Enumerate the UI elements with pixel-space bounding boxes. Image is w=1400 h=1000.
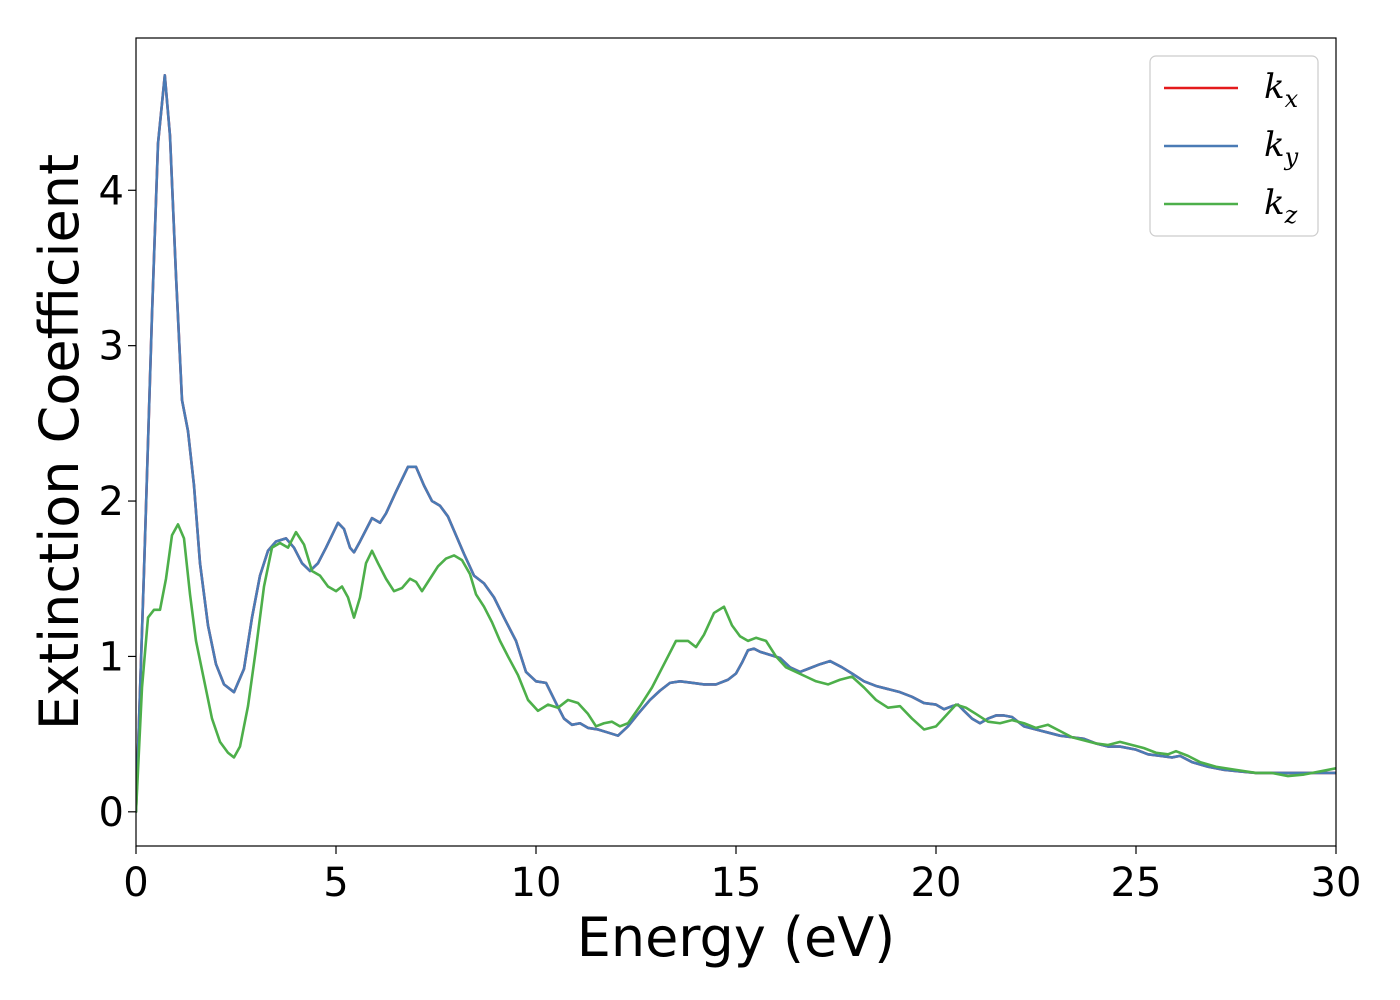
y-tick-label: 3 — [99, 324, 124, 370]
legend: kx ky kz — [1149, 55, 1319, 237]
plot-area — [135, 37, 1337, 847]
x-axis-label: Energy (eV) — [577, 906, 896, 969]
y-tick-label: 0 — [99, 790, 124, 836]
legend-label-x: kx — [1264, 67, 1299, 113]
x-tick-label: 25 — [1111, 860, 1162, 906]
y-tick-label: 1 — [99, 634, 124, 680]
x-tick-label: 0 — [123, 860, 148, 906]
y-axis-ticks: 0 1 2 3 4 — [99, 168, 136, 836]
x-tick-label: 15 — [711, 860, 762, 906]
x-tick-label: 5 — [323, 860, 348, 906]
x-tick-label: 30 — [1311, 860, 1362, 906]
legend-label-y: ky — [1264, 125, 1299, 171]
series-layer — [136, 73, 1336, 814]
y-tick-label: 4 — [99, 168, 124, 214]
series-line-z — [136, 523, 1336, 814]
x-tick-label: 10 — [511, 860, 562, 906]
legend-label-z: kz — [1264, 183, 1298, 229]
x-tick-label: 20 — [911, 860, 962, 906]
y-tick-label: 2 — [99, 479, 124, 525]
x-axis-ticks: 0 5 10 15 20 25 30 — [123, 846, 1361, 906]
y-axis-label: Extinction Coefficient — [28, 154, 91, 730]
